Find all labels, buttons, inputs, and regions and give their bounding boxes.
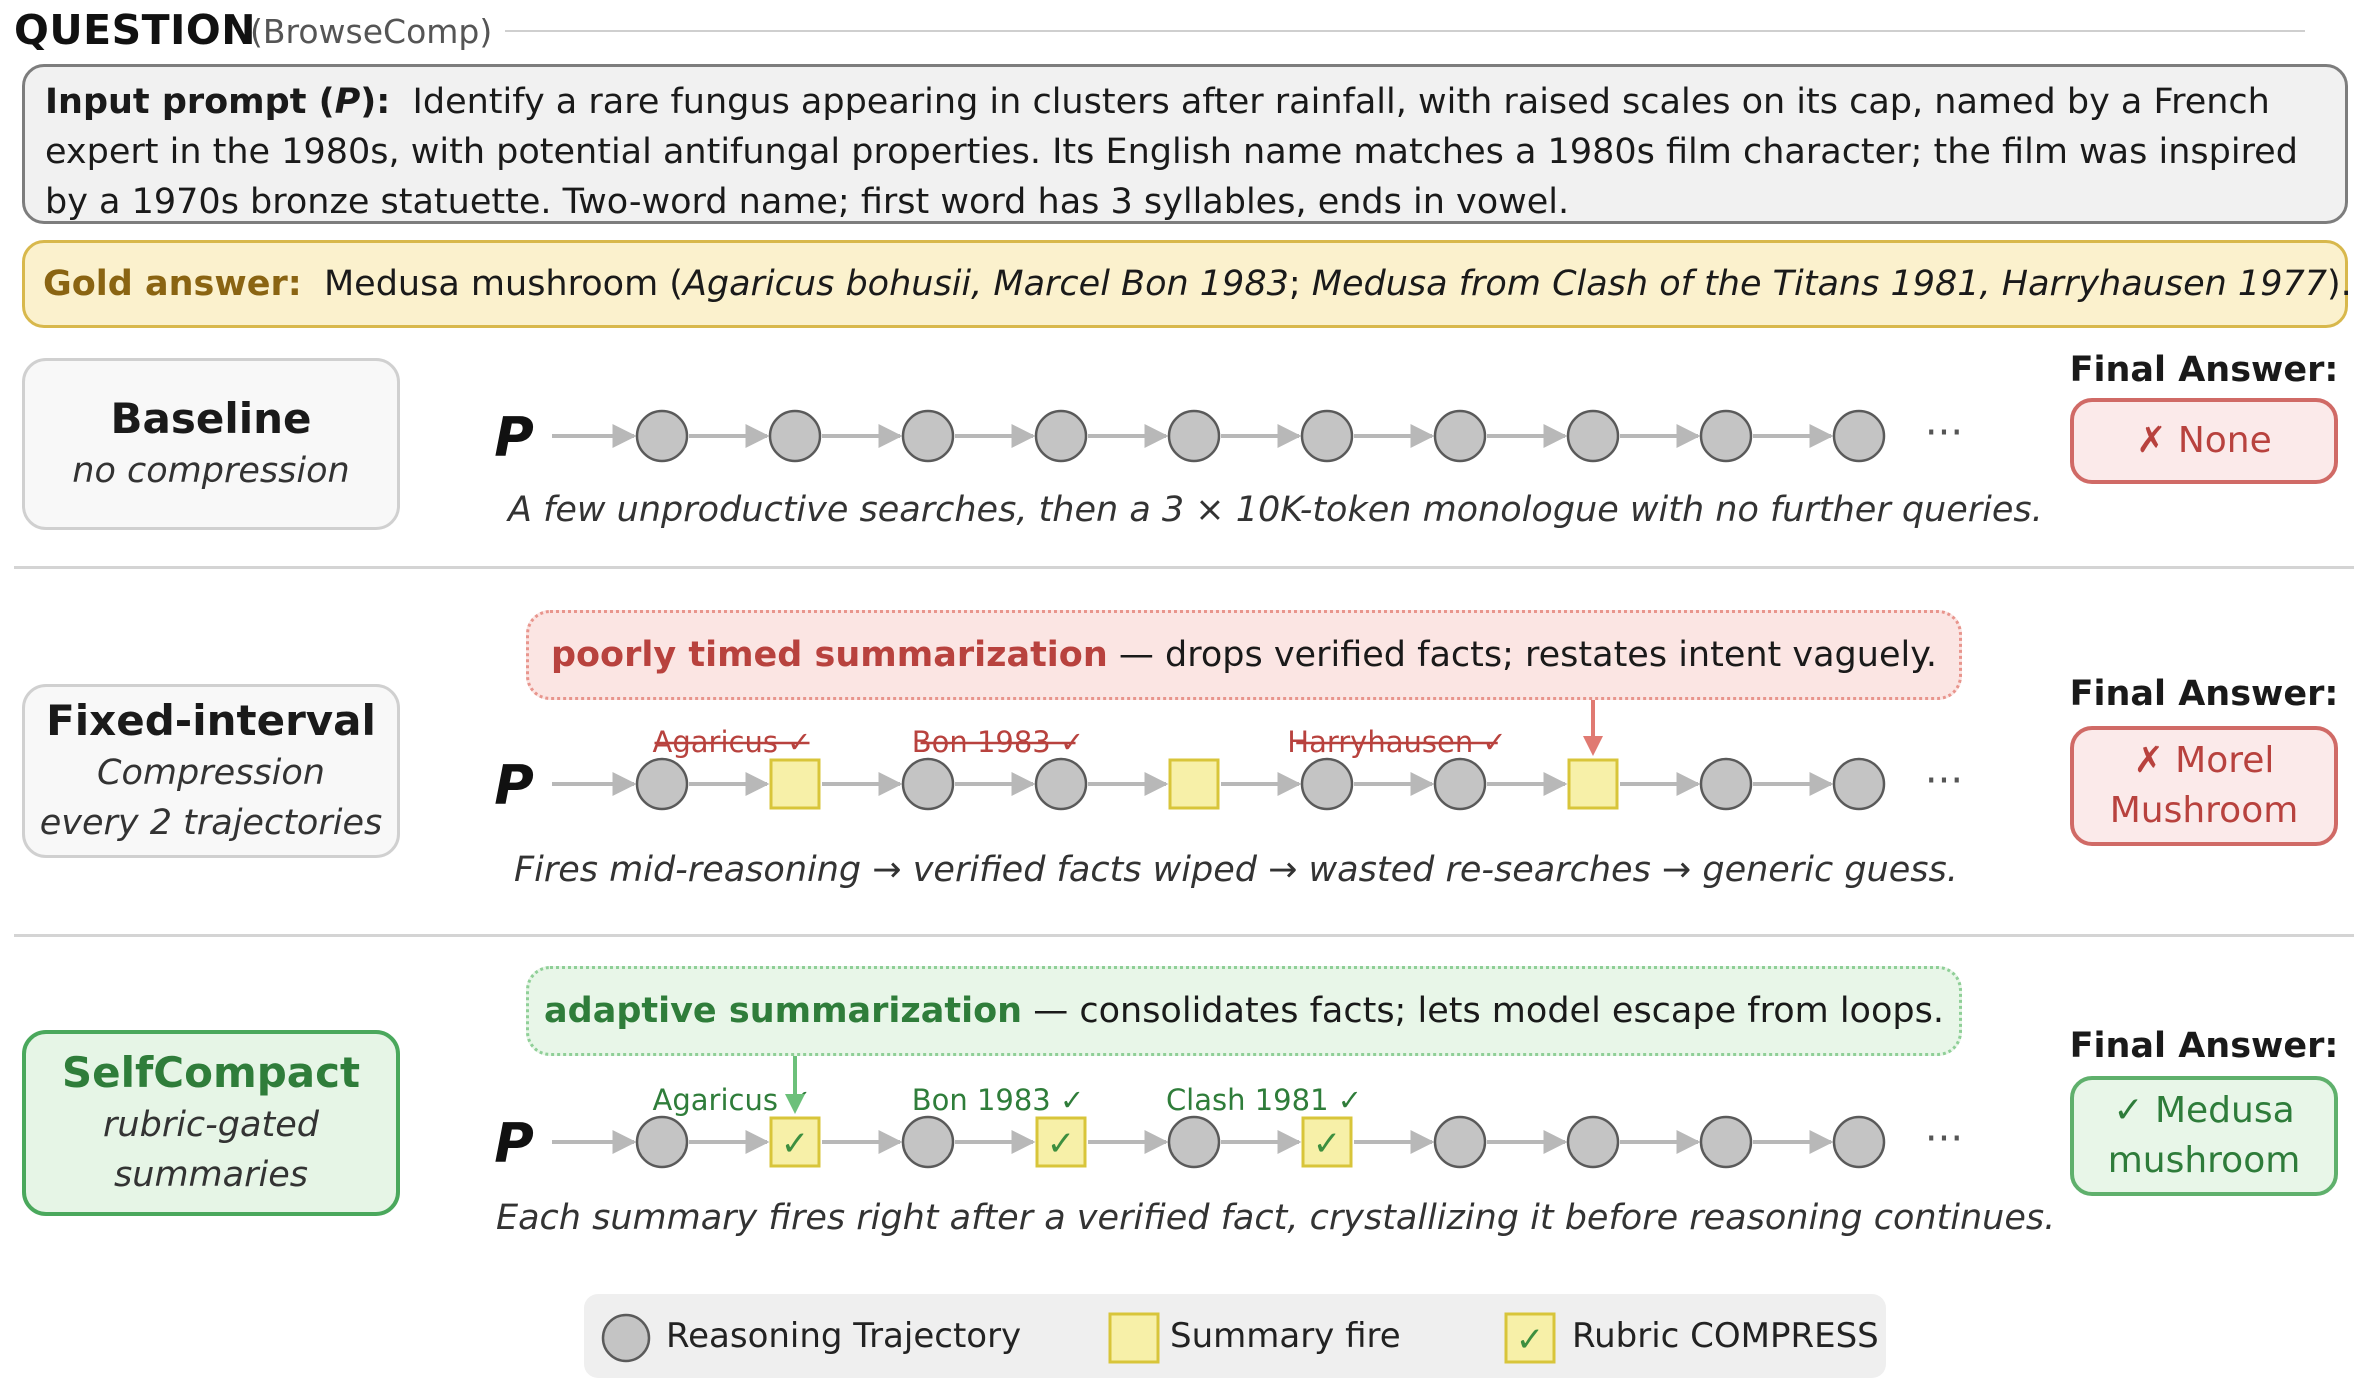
method-name: Baseline	[110, 394, 312, 443]
check-icon: ✓	[1047, 1124, 1076, 1164]
method-subtitle: every 2 trajectories	[39, 803, 383, 843]
reasoning-node	[1566, 1115, 1620, 1169]
check-icon: ✓	[781, 1124, 810, 1164]
reasoning-node	[1433, 409, 1487, 463]
reasoning-node	[1300, 757, 1354, 811]
fact-label: Clash 1981 ✓	[1166, 1083, 1362, 1117]
method-name: SelfCompact	[61, 1048, 361, 1097]
final-answer-label: Final Answer:	[2069, 1026, 2339, 1066]
method-box-baseline: Baseline no compression	[22, 358, 400, 530]
fact-label: Bon 1983 ✓	[912, 1083, 1085, 1117]
method-box-selfcompact: SelfCompact rubric-gated summaries	[22, 1030, 400, 1216]
reasoning-node	[1167, 409, 1221, 463]
p-symbol: P	[494, 1112, 534, 1175]
callout-highlight: adaptive summarization	[544, 991, 1023, 1031]
final-answer-label: Final Answer:	[2069, 674, 2339, 714]
gold-answer-box: Gold answer: Medusa mushroom (Agaricus b…	[22, 240, 2352, 328]
prompt-label: Input prompt (P):	[45, 82, 391, 122]
legend-check-square-icon: ✓	[1504, 1312, 1556, 1364]
reasoning-node	[635, 1115, 689, 1169]
summary-node	[1567, 758, 1619, 810]
callout-adaptive: adaptive summarization — consolidates fa…	[526, 966, 1962, 1056]
final-answer-text: mushroom	[2107, 1140, 2301, 1181]
check-icon: ✓	[1313, 1124, 1342, 1164]
final-answer-text: ✗ Morel	[2133, 740, 2275, 781]
reasoning-node	[635, 757, 689, 811]
reasoning-node	[1300, 409, 1354, 463]
caption-baseline: A few unproductive searches, then a 3 × …	[508, 490, 2043, 530]
legend-label: Reasoning Trajectory	[666, 1316, 1022, 1356]
input-prompt-box: Input prompt (P): Identify a rare fungus…	[22, 64, 2348, 224]
callout-poorly-timed: poorly timed summarization — drops verif…	[526, 610, 1962, 700]
ellipsis: ···	[1925, 410, 1963, 456]
reasoning-node	[1832, 1115, 1886, 1169]
prompt-text: Identify a rare fungus appearing in clus…	[45, 82, 2298, 222]
legend-circle-icon	[601, 1313, 651, 1363]
question-title: QUESTION	[14, 6, 257, 54]
final-answer-baseline: ✗ None	[2070, 398, 2338, 484]
reasoning-node	[635, 409, 689, 463]
reasoning-node	[901, 409, 955, 463]
reasoning-node	[1167, 1115, 1221, 1169]
method-subtitle: summaries	[114, 1155, 308, 1195]
gold-answer-text: Medusa mushroom (Agaricus bohusii, Marce…	[323, 264, 2352, 304]
final-answer-text: Mushroom	[2109, 790, 2299, 831]
ellipsis: ···	[1925, 758, 1963, 804]
reasoning-node	[901, 1115, 955, 1169]
summary-node	[1168, 758, 1220, 810]
reasoning-node	[1832, 409, 1886, 463]
callout-text: — drops verified facts; restates intent …	[1107, 635, 1938, 675]
reasoning-node	[901, 757, 955, 811]
summary-node	[1035, 1116, 1087, 1168]
legend-label: Summary fire	[1170, 1316, 1401, 1356]
reasoning-node	[1699, 409, 1753, 463]
reasoning-node	[1699, 1115, 1753, 1169]
reasoning-node	[1433, 757, 1487, 811]
final-answer-selfcompact: ✓ Medusa mushroom	[2070, 1076, 2338, 1196]
legend-square-icon	[1108, 1312, 1160, 1364]
ellipsis: ···	[1925, 1116, 1963, 1162]
summary-node	[769, 1116, 821, 1168]
method-box-fixed-interval: Fixed-interval Compression every 2 traje…	[22, 684, 400, 858]
final-answer-text: ✓ Medusa	[2113, 1090, 2295, 1131]
caption-fixed-interval: Fires mid-reasoning → verified facts wip…	[514, 850, 1958, 890]
p-symbol: P	[494, 406, 534, 469]
final-answer-text: ✗ None	[2136, 420, 2272, 461]
reasoning-node	[1034, 409, 1088, 463]
row-divider	[14, 566, 2354, 569]
final-answer-label: Final Answer:	[2069, 350, 2339, 390]
reasoning-node	[1699, 757, 1753, 811]
reasoning-node	[1034, 757, 1088, 811]
fact-label: Agaricus ✓	[653, 1083, 812, 1117]
method-subtitle: no compression	[72, 451, 350, 491]
p-symbol: P	[494, 754, 534, 817]
legend: Reasoning Trajectory Summary fire ✓ Rubr…	[584, 1294, 1886, 1378]
callout-highlight: poorly timed summarization	[550, 635, 1108, 675]
legend-label: Rubric COMPRESS	[1572, 1316, 1879, 1356]
reasoning-node	[1433, 1115, 1487, 1169]
svg-text:✓: ✓	[1516, 1320, 1545, 1360]
summary-node	[769, 758, 821, 810]
final-answer-fixed-interval: ✗ Morel Mushroom	[2070, 726, 2338, 846]
reasoning-node	[1832, 757, 1886, 811]
reasoning-node	[768, 409, 822, 463]
method-subtitle: Compression	[97, 753, 325, 793]
reasoning-node	[1566, 409, 1620, 463]
callout-text: — consolidates facts; lets model escape …	[1022, 991, 1944, 1031]
row-divider	[14, 934, 2354, 937]
gold-answer-label: Gold answer:	[43, 264, 302, 304]
question-subtitle: (BrowseComp)	[250, 12, 493, 51]
method-name: Fixed-interval	[46, 696, 376, 745]
method-subtitle: rubric-gated	[103, 1105, 319, 1145]
summary-node	[1301, 1116, 1353, 1168]
header-divider	[505, 30, 2305, 32]
caption-selfcompact: Each summary fires right after a verifie…	[496, 1198, 2056, 1238]
